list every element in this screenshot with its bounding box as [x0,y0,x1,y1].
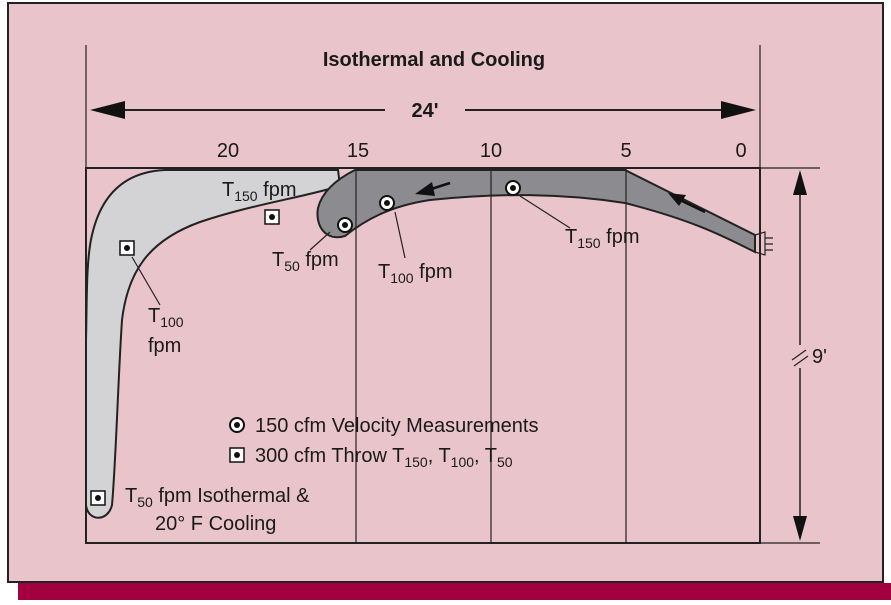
subscript: 50 [497,454,513,470]
marker-dot [124,245,130,251]
subscript: 100 [451,454,475,470]
height-label: 9' [812,346,827,368]
text-segment: T [148,305,160,327]
subscript: 100 [390,270,414,286]
room-outline [85,167,761,544]
text-segment: 150 cfm Velocity Measurements [255,415,538,437]
annotation: T50 fpm Isothermal & [125,485,310,510]
text-segment: T [222,179,234,201]
flow-arrowheads [415,182,686,206]
annotation: T150 fpm [565,226,639,251]
marker-dot [510,185,516,191]
scale-label: 0 [735,140,746,162]
text-segment: fpm [258,179,297,201]
text-segment: , T [428,445,451,467]
marker-dot [234,452,240,458]
span-label: 24' [411,100,438,122]
text-segment: fpm [148,335,181,357]
text-segment: fpm [414,261,453,283]
legend-entry: 150 cfm Velocity Measurements [255,415,538,437]
scale-label: 20 [217,140,239,162]
title: Isothermal and Cooling [323,49,545,71]
subscript: 50 [137,494,153,510]
text-segment: , T [474,445,497,467]
text-segment: T [125,485,137,507]
annotation: T150 fpm [222,179,296,204]
panel [7,2,884,583]
marker-dot [269,214,275,220]
subscript: 50 [284,258,300,274]
scale-label: 15 [347,140,369,162]
annotation: fpm [148,335,181,357]
scale-label: 5 [620,140,631,162]
bottom-bar [18,583,891,600]
marker-dot [234,422,240,428]
text-segment: T [378,261,390,283]
annotation: T50 fpm [272,249,339,274]
guides [85,45,820,544]
subscript: 150 [234,188,258,204]
grid-lines [355,168,627,543]
text-segment: 20° F Cooling [155,513,276,535]
marker-dot [342,222,348,228]
annotation: 20° F Cooling [155,513,276,535]
marker-dot [95,495,101,501]
diffuser [754,231,773,256]
isothermal-plume [85,169,342,519]
text-segment: fpm [300,249,339,271]
text-segment: T [272,249,284,271]
annotation: T100 [148,305,184,330]
leaders [131,195,571,306]
legend-entry: 300 cfm Throw T150, T100, T50 [255,445,513,470]
subscript: 150 [404,454,428,470]
scale-label: 10 [480,140,502,162]
dimension-arrowheads [90,101,807,541]
markers [90,180,521,506]
annotation: T100 fpm [378,261,452,286]
text-segment: T [565,226,577,248]
text-segment: fpm [601,226,640,248]
text-segment: fpm Isothermal & [153,485,310,507]
subscript: 100 [160,314,184,330]
text-segment: 300 cfm Throw T [255,445,404,467]
marker-dot [384,200,390,206]
subscript: 150 [577,235,601,251]
